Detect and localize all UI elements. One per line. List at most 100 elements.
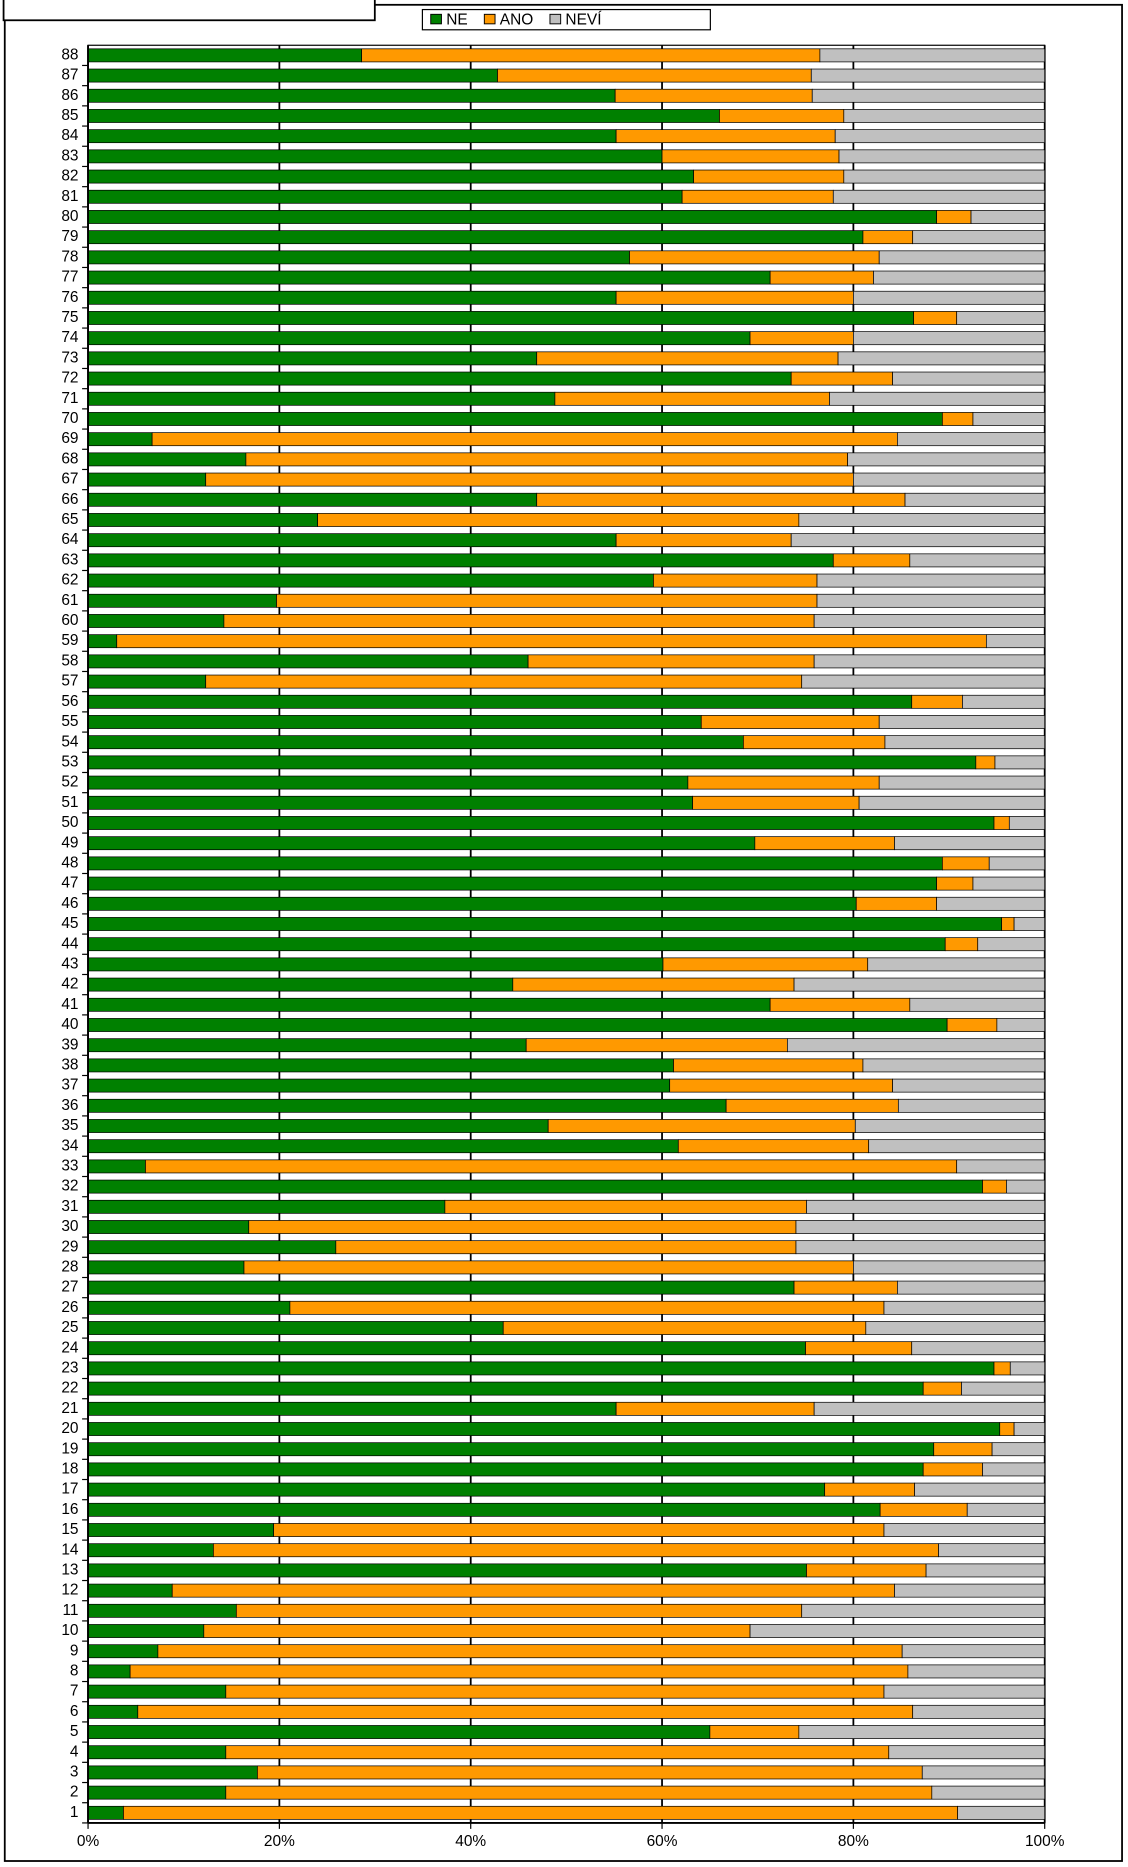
bar-segment [547, 1119, 856, 1133]
x-tick-label: 80% [838, 1833, 869, 1850]
y-tick-label: 88 [61, 46, 78, 63]
bar-segment [911, 1341, 1046, 1356]
bar-segment [87, 331, 751, 346]
bar-segment [853, 331, 1046, 346]
bar-segment [87, 674, 207, 689]
bar-segment [901, 1644, 1046, 1659]
y-tick-label: 51 [61, 794, 78, 811]
bar-segment [816, 573, 1046, 588]
bar-segment [858, 795, 1046, 810]
bar-segment [909, 997, 1046, 1012]
bar-segment [87, 88, 616, 103]
bar-segment [87, 1361, 995, 1376]
bar-segment [213, 1543, 939, 1558]
bar-segment [87, 533, 617, 548]
bar-segment [904, 492, 1046, 507]
legend-label: NE [446, 11, 467, 28]
bar-segment [662, 957, 869, 972]
bar-segment [87, 1260, 245, 1275]
bar-segment [87, 1765, 258, 1780]
bar-segment [957, 1805, 1046, 1820]
y-tick-label: 60 [61, 612, 78, 629]
bar-segment [554, 391, 830, 406]
bar-segment [87, 250, 630, 265]
bar-segment [913, 311, 958, 325]
y-tick-label: 39 [61, 1036, 78, 1053]
bar-segment [129, 1664, 909, 1679]
bar-segment [884, 735, 1046, 750]
bar-segment [824, 1482, 915, 1497]
bar-segment [719, 109, 845, 123]
y-tick-label: 8 [70, 1663, 79, 1680]
y-tick-label: 66 [61, 491, 78, 508]
y-tick-label: 31 [61, 1198, 78, 1215]
bar-segment [806, 1199, 1046, 1214]
y-tick-label: 12 [61, 1582, 78, 1599]
bar-segment [225, 1684, 885, 1699]
y-tick-label: 55 [61, 713, 78, 730]
bar-segment [512, 977, 795, 992]
bar-segment [805, 1341, 913, 1356]
y-tick-label: 77 [61, 269, 78, 286]
bar-segment [87, 1624, 205, 1638]
bar-segment [883, 1300, 1046, 1315]
bar-segment [897, 1280, 1046, 1295]
bar-segment [1006, 1179, 1046, 1194]
bar-segment [87, 1119, 549, 1133]
bar-segment [988, 856, 1046, 871]
bar-segment [837, 351, 1046, 366]
bar-segment [87, 48, 363, 63]
bar-segment [1013, 1422, 1046, 1436]
bar-segment [681, 189, 834, 204]
bar-segment [693, 169, 845, 184]
y-tick-label: 54 [61, 733, 79, 750]
bar-segment [894, 1583, 1046, 1598]
bar-segment [878, 775, 1046, 790]
bar-segment [87, 1098, 727, 1113]
bar-segment [87, 896, 857, 911]
y-tick-label: 44 [61, 935, 79, 952]
legend-swatch [483, 13, 496, 25]
y-tick-label: 75 [61, 309, 78, 326]
bar-segment [677, 1139, 870, 1154]
bar-segment [87, 1038, 527, 1053]
bar-segment [87, 1745, 227, 1760]
bar-segment [892, 1078, 1046, 1093]
bar-segment [87, 290, 617, 305]
bar-segment [868, 1139, 1046, 1154]
y-tick-label: 83 [61, 147, 78, 164]
bar-segment [87, 1442, 935, 1457]
bar-segment [894, 836, 1046, 851]
y-tick-label: 81 [61, 188, 78, 205]
bar-segment [615, 533, 792, 548]
bar-segment [527, 654, 815, 669]
bar-segment [87, 1159, 146, 1174]
bar-segment [87, 412, 943, 426]
bar-segment [145, 1159, 958, 1174]
bar-segment [137, 1704, 914, 1719]
bar-segment [793, 1280, 898, 1295]
y-tick-label: 82 [61, 168, 78, 185]
bar-segment [811, 88, 1046, 103]
y-tick-label: 80 [61, 208, 78, 225]
bar-segment [793, 977, 1046, 992]
bar-segment [938, 1543, 1046, 1558]
bar-segment [87, 1300, 291, 1315]
bar-segment [87, 775, 689, 790]
y-tick-label: 57 [61, 673, 78, 690]
y-tick-label: 67 [61, 471, 78, 488]
y-tick-label: 62 [61, 572, 78, 589]
bar-segment [87, 876, 937, 891]
bar-segment [87, 735, 744, 750]
bar-segment [795, 1240, 1046, 1255]
y-tick-label: 72 [61, 370, 78, 387]
x-tick-label: 40% [455, 1833, 486, 1850]
bar-segment [941, 412, 974, 426]
bar-segment [87, 1482, 826, 1497]
bar-segment [847, 452, 1046, 467]
y-tick-label: 37 [61, 1077, 78, 1094]
bar-segment [921, 1765, 1046, 1780]
bar-segment [790, 533, 1046, 548]
y-tick-label: 1 [70, 1804, 79, 1821]
